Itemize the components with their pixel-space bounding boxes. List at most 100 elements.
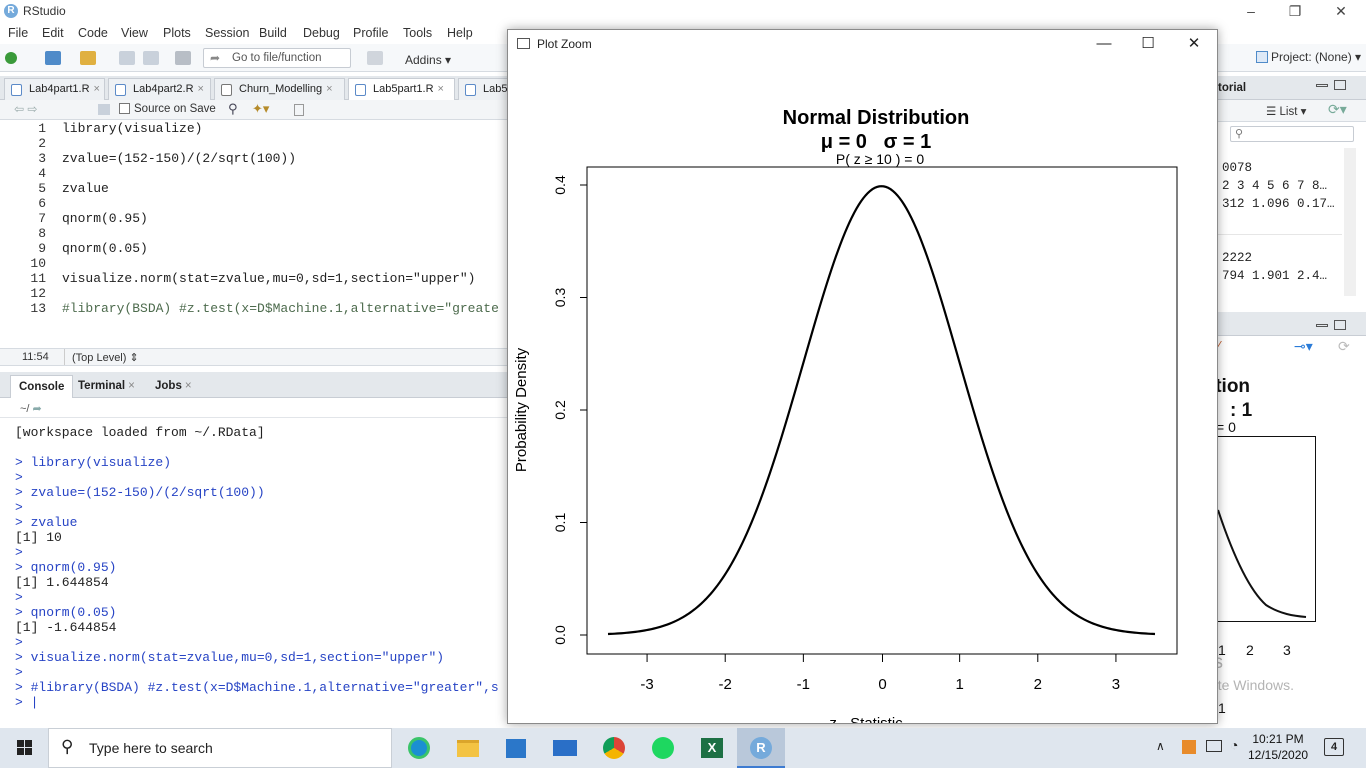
save-all-icon[interactable] xyxy=(143,51,159,65)
environment-value[interactable]: 2222 xyxy=(1222,251,1253,265)
rstudio-taskbar-icon[interactable]: R xyxy=(737,728,785,768)
environment-value[interactable]: 0078 xyxy=(1222,161,1253,175)
y-tick-label: 0.2 xyxy=(552,400,568,420)
line-number: 8 xyxy=(38,226,46,241)
new-file-icon[interactable] xyxy=(5,52,17,64)
clock-time: 10:21 PM xyxy=(1252,732,1304,746)
back-arrow-icon[interactable]: ⇦ ⇨ xyxy=(14,102,38,116)
zoom-close-button[interactable]: ✕ xyxy=(1187,35,1201,52)
menu-edit[interactable]: Edit xyxy=(42,26,64,40)
code-editor[interactable]: 1 library(visualize) 2 3 zvalue=(152-150)/(2… xyxy=(0,120,508,348)
code-line[interactable]: zvalue=(152-150)/(2/sqrt(100)) xyxy=(62,151,297,166)
tab-terminal[interactable]: Terminal × xyxy=(70,375,143,398)
minimize-pane-icon[interactable] xyxy=(1316,84,1328,87)
store-icon[interactable] xyxy=(492,728,540,768)
scope-selector[interactable]: (Top Level) ⇕ xyxy=(72,352,139,364)
line-number: 12 xyxy=(30,286,46,301)
addins-menu[interactable]: Addins ▾ xyxy=(405,53,452,67)
close-tab-icon[interactable]: × xyxy=(128,380,135,392)
menu-help[interactable]: Help xyxy=(447,26,473,40)
menu-tools[interactable]: Tools xyxy=(403,26,433,40)
tray-app-icon[interactable] xyxy=(1182,740,1196,754)
close-tab-icon[interactable]: × xyxy=(326,83,333,95)
environment-search-input[interactable]: ⚲ xyxy=(1230,126,1354,142)
menu-profile[interactable]: Profile xyxy=(353,26,389,40)
close-button[interactable]: ✕ xyxy=(1335,3,1347,19)
maximize-plots-icon[interactable] xyxy=(1334,320,1346,330)
code-line[interactable]: qnorm(0.95) xyxy=(62,211,148,226)
new-project-icon[interactable] xyxy=(45,51,61,65)
grid-layout-icon[interactable] xyxy=(367,51,383,65)
tab-jobs[interactable]: Jobs × xyxy=(147,375,200,398)
close-tab-icon[interactable]: × xyxy=(93,83,100,95)
tab-lab4part2[interactable]: Lab4part2.R × xyxy=(108,78,211,100)
plot-zoom-window: Plot Zoom — ☐ ✕ Normal Distribution μ = … xyxy=(507,29,1218,724)
magic-wand-icon[interactable]: ✦▾ xyxy=(252,101,270,116)
open-file-icon[interactable] xyxy=(80,51,96,65)
wifi-icon[interactable]: ◔ xyxy=(1230,737,1239,753)
menu-session[interactable]: Session xyxy=(205,26,250,40)
tab-label: Console xyxy=(19,381,65,393)
menu-code[interactable]: Code xyxy=(78,26,108,40)
go-to-dir-icon[interactable]: ➦ xyxy=(32,403,42,415)
print-icon[interactable] xyxy=(175,51,191,65)
system-clock[interactable]: 10:21 PM 12/15/2020 xyxy=(1248,731,1308,763)
tab-lab5part1[interactable]: Lab5part1.R × xyxy=(348,78,455,100)
show-hidden-icons[interactable]: ∧ xyxy=(1156,739,1165,753)
console-command: > xyxy=(15,500,23,515)
environment-value[interactable]: 794 1.901 2.4… xyxy=(1222,269,1328,283)
zoom-minimize-button[interactable]: — xyxy=(1096,35,1112,52)
spotify-icon[interactable] xyxy=(639,728,687,768)
environment-value[interactable]: 312 1.096 0.17… xyxy=(1222,197,1335,211)
tab-lab4part1[interactable]: Lab4part1.R × xyxy=(4,78,105,100)
console-output[interactable]: [workspace loaded from ~/.RData] > librar… xyxy=(0,418,508,728)
publish-icon[interactable]: ⊸▾ xyxy=(1294,338,1313,354)
save-icon[interactable] xyxy=(119,51,135,65)
tab-lab5[interactable]: Lab5 xyxy=(458,78,508,100)
refresh-plot-icon[interactable]: ⟳ xyxy=(1338,338,1350,354)
edge-icon[interactable] xyxy=(395,728,443,768)
source-on-save-checkbox[interactable]: Source on Save xyxy=(119,103,216,115)
zoom-maximize-button[interactable]: ☐ xyxy=(1141,35,1155,52)
chrome-icon[interactable] xyxy=(590,728,638,768)
checkbox-box xyxy=(119,103,130,114)
notification-center[interactable]: 4 xyxy=(1324,738,1344,756)
save-file-icon[interactable] xyxy=(98,104,110,115)
file-explorer-icon[interactable] xyxy=(444,728,492,768)
refresh-icon[interactable]: ⟳▾ xyxy=(1328,101,1347,117)
battery-icon[interactable] xyxy=(1206,740,1222,752)
menu-view[interactable]: View xyxy=(121,26,148,40)
close-tab-icon[interactable]: × xyxy=(197,83,204,95)
code-line[interactable]: library(visualize) xyxy=(62,121,203,136)
start-button[interactable] xyxy=(0,728,48,768)
code-line[interactable]: zvalue xyxy=(62,181,109,196)
code-line[interactable]: #library(BSDA) #z.test(x=D$Machine.1,alt… xyxy=(62,301,499,316)
search-icon[interactable]: ⚲ xyxy=(228,101,238,116)
close-tab-icon[interactable]: × xyxy=(437,83,444,95)
tab-churn-modelling[interactable]: Churn_Modelling × xyxy=(214,78,345,100)
tab-console[interactable]: Console xyxy=(10,375,74,398)
mail-icon[interactable] xyxy=(541,728,589,768)
menu-plots[interactable]: Plots xyxy=(163,26,191,40)
menu-file[interactable]: File xyxy=(8,26,29,40)
menu-build[interactable]: Build xyxy=(259,26,287,40)
excel-icon[interactable]: X xyxy=(688,728,736,768)
menu-debug[interactable]: Debug xyxy=(303,26,340,40)
minimize-plots-icon[interactable] xyxy=(1316,324,1328,327)
r-file-icon xyxy=(11,84,22,96)
close-tab-icon[interactable]: × xyxy=(184,380,192,392)
environment-value[interactable]: 2 3 4 5 6 7 8… xyxy=(1222,179,1328,193)
go-to-file-input[interactable]: ➦ Go to file/function xyxy=(203,48,351,68)
maximize-pane-icon[interactable] xyxy=(1334,80,1346,90)
taskbar-search[interactable]: ⚲ Type here to search xyxy=(48,728,392,768)
code-line[interactable]: qnorm(0.05) xyxy=(62,241,148,256)
project-menu[interactable]: Project: (None) ▾ xyxy=(1256,50,1361,64)
compile-report-icon[interactable] xyxy=(294,104,304,116)
list-view-toggle[interactable]: ☰ List ▾ xyxy=(1266,106,1307,118)
restore-button[interactable]: ❐ xyxy=(1288,3,1302,19)
tutorial-tab[interactable]: torial xyxy=(1218,82,1247,94)
code-line[interactable]: visualize.norm(stat=zvalue,mu=0,sd=1,sec… xyxy=(62,271,476,286)
scrollbar[interactable] xyxy=(1344,148,1356,296)
minimize-button[interactable]: – xyxy=(1247,3,1255,19)
brush-icon[interactable]: ⁄ xyxy=(1218,338,1221,353)
